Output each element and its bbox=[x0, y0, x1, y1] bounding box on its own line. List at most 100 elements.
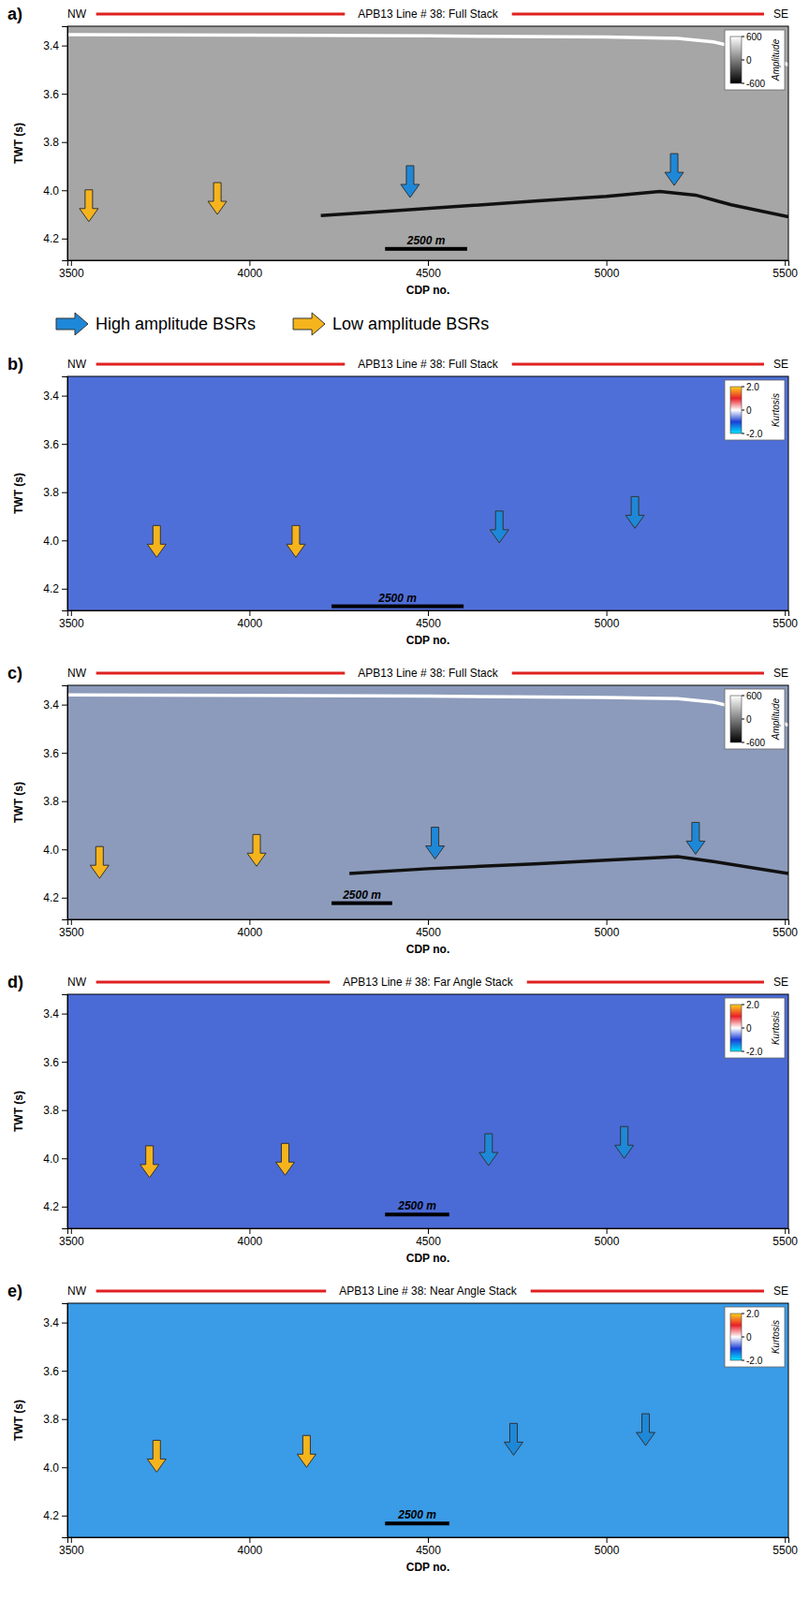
bsr-arrow bbox=[286, 525, 306, 558]
title-rule bbox=[530, 1290, 765, 1294]
left-direction: NW bbox=[67, 975, 88, 989]
bsr-arrow bbox=[147, 525, 166, 558]
y-tick: 3.4 bbox=[43, 389, 68, 403]
y-tick-mark bbox=[61, 396, 68, 398]
colorbar-tick-label: -600 bbox=[746, 78, 765, 89]
y-tick-mark bbox=[61, 93, 68, 95]
colorbar-tick-label: -600 bbox=[746, 737, 765, 749]
y-tick-label: 3.8 bbox=[43, 794, 59, 809]
plot-area bbox=[67, 26, 789, 261]
plot-area bbox=[67, 376, 789, 611]
y-tick-label: 3.4 bbox=[43, 1316, 59, 1330]
legend-arrow bbox=[56, 312, 89, 336]
x-tick: 4000 bbox=[237, 1228, 264, 1249]
horizon-line bbox=[321, 191, 789, 218]
y-tick-label: 3.8 bbox=[43, 1103, 59, 1118]
y-tick-label: 4.2 bbox=[43, 891, 59, 905]
colorbar-tick bbox=[741, 719, 745, 721]
y-tick: 3.6 bbox=[43, 1056, 68, 1070]
x-tick-mark bbox=[606, 610, 608, 617]
y-axis: 3.43.63.84.04.2 bbox=[43, 1304, 68, 1539]
section-background bbox=[67, 26, 789, 261]
bsr-arrow bbox=[276, 1143, 295, 1176]
colorbar-tick-label: 2.0 bbox=[746, 382, 760, 393]
scale-bar bbox=[331, 604, 464, 609]
y-tick-label: 3.4 bbox=[43, 698, 59, 712]
title-rule bbox=[96, 363, 346, 367]
colorbar-tick-label: -2.0 bbox=[746, 428, 764, 440]
y-tick-mark bbox=[61, 849, 68, 851]
panel-letter: d) bbox=[7, 972, 24, 992]
colorbar-title: Kurtosis bbox=[770, 1011, 781, 1045]
x-tick-label: 5500 bbox=[772, 266, 798, 280]
x-axis: 35004000450050005500 bbox=[58, 610, 798, 631]
colorbar-tick bbox=[741, 83, 745, 85]
x-tick: 5000 bbox=[594, 919, 620, 940]
x-tick: 3500 bbox=[58, 260, 85, 280]
y-tick: 3.6 bbox=[43, 1365, 68, 1379]
y-tick-label: 4.0 bbox=[43, 1152, 59, 1166]
x-tick-label: 3500 bbox=[58, 617, 85, 631]
colorbar-tick-label: 0 bbox=[746, 405, 752, 416]
scale-bar-label: 2500 m bbox=[406, 234, 446, 248]
colorbar-box bbox=[724, 689, 785, 750]
x-tick-mark bbox=[606, 919, 608, 926]
y-axis: 3.43.63.84.04.2 bbox=[43, 377, 68, 612]
colorbar-gradient bbox=[730, 1313, 742, 1361]
x-axis: 35004000450050005500 bbox=[58, 1228, 798, 1249]
y-axis-title: TWT (s) bbox=[12, 1399, 26, 1442]
x-tick: 3500 bbox=[58, 1228, 85, 1249]
title-rule bbox=[96, 672, 346, 676]
title-rule bbox=[96, 981, 331, 985]
x-tick-mark bbox=[606, 1537, 608, 1544]
title-rule bbox=[512, 363, 765, 367]
bsr-arrow bbox=[79, 190, 99, 222]
y-tick: 4.0 bbox=[43, 184, 68, 198]
x-tick-label: 4500 bbox=[415, 926, 442, 940]
y-tick-label: 4.2 bbox=[43, 232, 59, 246]
y-tick-label: 3.6 bbox=[43, 747, 59, 761]
x-tick-label: 3500 bbox=[58, 266, 85, 280]
y-tick: 4.2 bbox=[43, 582, 68, 596]
x-tick-label: 5500 bbox=[772, 617, 798, 631]
colorbar-tick bbox=[741, 1313, 745, 1315]
x-tick-mark bbox=[784, 1537, 786, 1544]
x-tick-label: 4500 bbox=[415, 266, 442, 280]
plot-frame bbox=[67, 685, 789, 920]
x-tick-label: 4000 bbox=[237, 266, 264, 280]
x-tick-mark bbox=[427, 919, 429, 926]
x-axis: 35004000450050005500 bbox=[58, 1537, 798, 1558]
scale-bar bbox=[384, 247, 468, 251]
y-tick-mark bbox=[61, 238, 68, 240]
y-tick: 4.0 bbox=[43, 534, 68, 548]
y-axis-line bbox=[61, 686, 69, 921]
scale-bar-label: 2500 m bbox=[397, 1508, 437, 1522]
y-tick-mark bbox=[61, 1158, 68, 1160]
panel-title: APB13 Line # 38: Full Stack bbox=[357, 666, 499, 680]
bsr-arrow bbox=[147, 1440, 166, 1472]
bsr-arrow bbox=[479, 1133, 499, 1166]
y-tick-label: 3.8 bbox=[43, 1412, 59, 1427]
y-tick-mark bbox=[61, 588, 68, 590]
colorbar-tick-label: 0 bbox=[746, 1023, 752, 1034]
x-tick-mark bbox=[249, 1228, 251, 1235]
x-tick: 4500 bbox=[415, 260, 442, 280]
y-tick: 4.2 bbox=[43, 1509, 68, 1523]
y-tick-label: 3.4 bbox=[43, 1007, 59, 1021]
y-axis: 3.43.63.84.04.2 bbox=[43, 27, 68, 262]
x-axis-title: CDP no. bbox=[406, 283, 450, 297]
left-direction: NW bbox=[67, 1284, 88, 1298]
horizon-line bbox=[67, 34, 789, 65]
plot-area bbox=[67, 994, 789, 1229]
y-tick-mark bbox=[61, 190, 68, 192]
scale-bar-label: 2500 m bbox=[397, 1199, 437, 1213]
x-tick-mark bbox=[71, 610, 73, 617]
colorbar-gradient bbox=[730, 36, 742, 84]
colorbar-tick bbox=[741, 1337, 745, 1339]
plot-frame bbox=[67, 26, 789, 261]
x-tick-mark bbox=[427, 1537, 429, 1544]
colorbar-gradient bbox=[730, 386, 742, 434]
y-tick: 3.6 bbox=[43, 438, 68, 452]
x-axis: 35004000450050005500 bbox=[58, 919, 798, 940]
colorbar-tick bbox=[741, 36, 745, 38]
